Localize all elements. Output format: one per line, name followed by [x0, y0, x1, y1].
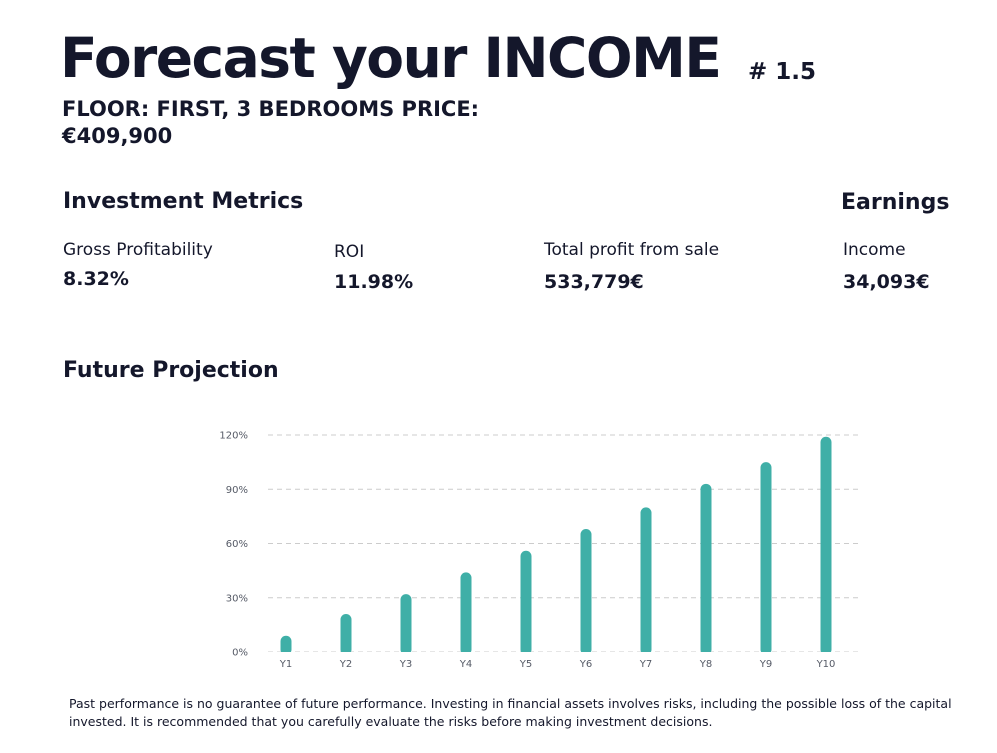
bar-y10: [820, 436, 832, 655]
earnings-heading: Earnings: [841, 190, 950, 215]
x-tick-label: Y1: [279, 659, 292, 670]
bar-y5: [520, 550, 532, 655]
property-subtitle: FLOOR: FIRST, 3 BEDROOMS PRICE: €409,900: [62, 97, 480, 148]
x-tick-label: Y9: [759, 659, 772, 670]
bar-y4: [460, 572, 472, 655]
total-profit-label: Total profit from sale: [544, 240, 720, 260]
income-value: 34,093€: [843, 271, 930, 293]
disclaimer-text: Past performance is no guarantee of futu…: [69, 696, 952, 729]
bar-y6: [580, 529, 592, 655]
y-tick-label: 0%: [232, 648, 248, 659]
bar-y9: [760, 462, 772, 655]
x-tick-label: Y10: [816, 659, 836, 670]
roi-label: ROI: [334, 242, 365, 262]
page-number: # 1.5: [748, 59, 817, 85]
income-label: Income: [843, 240, 906, 260]
projection-chart: 0% 30% 60% 90% 120% Y1 Y2 Y3 Y4 Y5 Y6 Y7 Y8 Y9 Y10: [219, 431, 858, 670]
total-profit-value: 533,779€: [544, 271, 644, 293]
x-tick-label: Y7: [639, 659, 652, 670]
gross-profitability-value: 8.32%: [63, 268, 129, 290]
investment-metrics-heading: Investment Metrics: [63, 189, 304, 214]
x-tick-label: Y6: [579, 659, 592, 670]
y-tick-label: 90%: [226, 485, 248, 496]
gross-profitability-label: Gross Profitability: [63, 240, 213, 260]
y-tick-label: 120%: [219, 431, 248, 442]
bar-y2: [340, 614, 352, 655]
y-tick-label: 30%: [226, 593, 248, 604]
bar-y1: [280, 635, 292, 655]
bar-y8: [700, 483, 712, 655]
bar-y3: [400, 594, 412, 655]
x-tick-label: Y5: [519, 659, 532, 670]
chart-baseline-mask: [268, 652, 858, 657]
chart-bars: [268, 436, 858, 657]
x-tick-label: Y2: [339, 659, 352, 670]
roi-value: 11.98%: [334, 271, 414, 293]
x-tick-label: Y4: [459, 659, 472, 670]
bar-y7: [640, 507, 652, 655]
page-title: Forecast your INCOME: [60, 26, 722, 90]
x-tick-label: Y8: [699, 659, 712, 670]
y-tick-label: 60%: [226, 539, 248, 550]
chart-y-ticks: 0% 30% 60% 90% 120%: [219, 431, 248, 659]
chart-x-ticks: Y1 Y2 Y3 Y4 Y5 Y6 Y7 Y8 Y9 Y10: [279, 659, 836, 670]
x-tick-label: Y3: [399, 659, 412, 670]
future-projection-heading: Future Projection: [63, 358, 279, 383]
